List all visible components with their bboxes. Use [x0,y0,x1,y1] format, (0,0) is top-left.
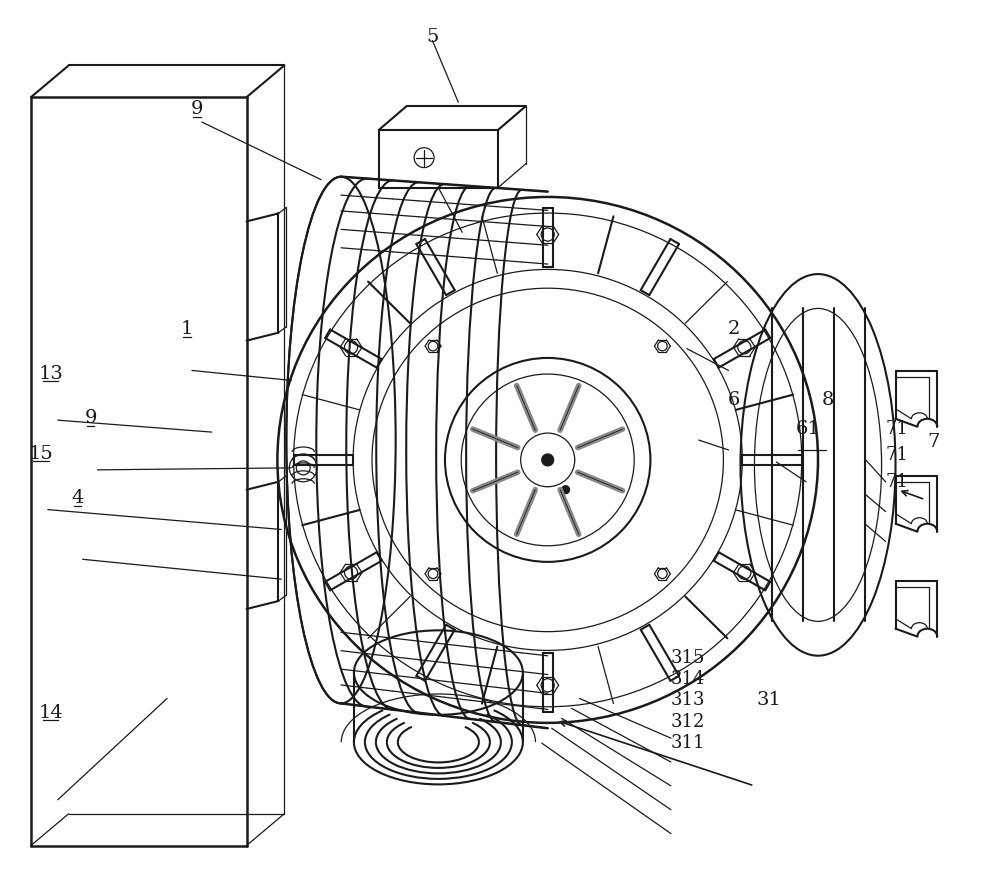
Text: 6: 6 [727,391,740,409]
Text: 9: 9 [84,409,97,427]
Text: 13: 13 [38,364,63,383]
Text: 315: 315 [671,648,705,667]
Text: 311: 311 [671,734,705,752]
Text: 71: 71 [886,446,908,464]
Circle shape [562,486,570,494]
Circle shape [542,454,554,466]
Text: 71: 71 [886,473,908,491]
Text: 15: 15 [28,445,53,463]
Text: 9: 9 [191,100,203,118]
Text: 1: 1 [181,321,193,338]
Text: 7: 7 [927,433,940,451]
Text: 2: 2 [727,321,740,338]
Text: 313: 313 [671,691,705,709]
Text: 4: 4 [71,489,84,507]
Text: 14: 14 [38,704,63,722]
Text: 61: 61 [796,420,820,438]
Text: 8: 8 [822,391,834,409]
Text: 314: 314 [671,670,705,688]
Text: 31: 31 [756,691,781,709]
Text: 312: 312 [671,713,705,730]
Text: 71: 71 [886,420,908,438]
Text: 5: 5 [426,28,439,46]
